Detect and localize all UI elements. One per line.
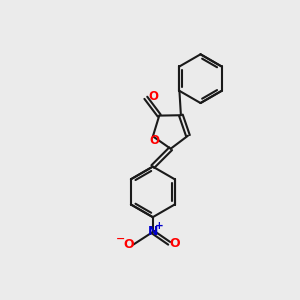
Text: O: O [148, 90, 158, 103]
Text: O: O [169, 237, 179, 250]
Text: −: − [116, 234, 126, 244]
Text: +: + [155, 221, 164, 231]
Text: N: N [148, 226, 158, 238]
Text: O: O [149, 134, 159, 147]
Text: O: O [123, 238, 134, 251]
